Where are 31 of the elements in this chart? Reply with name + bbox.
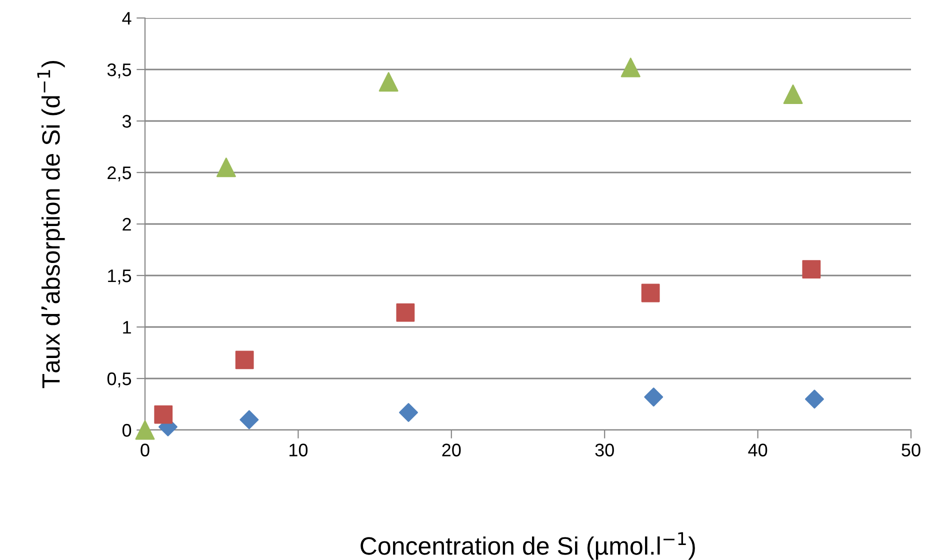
point (216, 158, 236, 178)
x-tick-label: 40 (748, 444, 768, 456)
point (154, 405, 173, 424)
point (641, 284, 660, 302)
point (805, 390, 824, 409)
x-tick-label: 20 (442, 444, 461, 456)
point (235, 350, 254, 370)
y-tick-label: 4 (122, 12, 132, 25)
point (783, 84, 803, 104)
point (399, 403, 418, 422)
y-axis-title: Taux d’absorption de Si (d$^{−1}$) (37, 61, 65, 388)
x-axis-title: Concentration de Si (µmol.l$^{−1}$) (360, 532, 695, 560)
point (378, 72, 398, 92)
y-tick-label: 3 (122, 114, 132, 128)
x-tick-label: 50 (902, 444, 920, 456)
x-tick-label: 0 (140, 444, 150, 456)
point (240, 410, 259, 430)
y-tick-label: 1,5 (108, 270, 132, 284)
y-tick-label: 0,5 (107, 372, 132, 388)
point (644, 388, 664, 407)
y-tick-label: 3,5 (107, 63, 132, 78)
x-tick-label: 10 (290, 444, 308, 456)
x-tick-label: 30 (595, 444, 614, 456)
y-tick-label: 2 (122, 218, 131, 231)
point (620, 58, 640, 78)
y-tick-label: 0 (122, 424, 132, 437)
y-tick-label: 2,5 (108, 166, 132, 182)
point (135, 420, 155, 440)
point (802, 260, 821, 279)
point (396, 303, 415, 322)
y-tick-label: 1 (123, 321, 131, 334)
